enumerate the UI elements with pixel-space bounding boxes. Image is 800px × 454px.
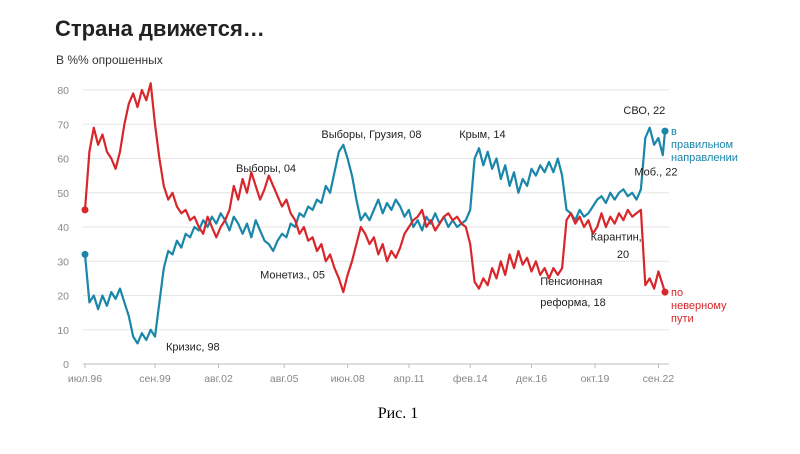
figure-caption: Рис. 1 bbox=[378, 405, 419, 422]
series-start-point bbox=[81, 250, 89, 258]
annotation-label: Карантин, bbox=[591, 232, 642, 244]
annotation-label: СВО, 22 bbox=[623, 105, 665, 117]
y-axis-ticks: 0 10 20 30 40 50 60 70 80 bbox=[57, 85, 69, 371]
y-tick-label: 20 bbox=[57, 291, 69, 303]
x-tick-label: фев.14 bbox=[453, 373, 488, 385]
legend-entry-line: по bbox=[671, 287, 683, 299]
series-line-wrong-direction bbox=[83, 82, 667, 294]
series-line-right-direction bbox=[83, 126, 667, 345]
x-tick-label: июл.96 bbox=[68, 373, 102, 385]
chart-title: Страна движется… bbox=[55, 16, 265, 41]
x-tick-label: окт.19 bbox=[581, 373, 610, 385]
series-start-point bbox=[81, 206, 89, 214]
series-end-point bbox=[661, 127, 669, 135]
y-tick-label: 10 bbox=[57, 325, 69, 337]
annotation-label: Крым, 14 bbox=[459, 129, 505, 141]
legend-entry-line: в bbox=[671, 126, 677, 138]
y-tick-label: 50 bbox=[57, 188, 69, 200]
annotation-label: Пенсионная bbox=[540, 276, 602, 288]
gridlines bbox=[83, 89, 669, 365]
y-tick-label: 80 bbox=[57, 85, 69, 97]
x-tick-label: апр.11 bbox=[393, 373, 424, 385]
series-end-point bbox=[661, 288, 669, 296]
annotation-label: 20 bbox=[617, 249, 629, 261]
y-axis-label: В %% опрошенных bbox=[56, 53, 163, 67]
annotation-label: Моб., 22 bbox=[634, 167, 677, 179]
legend-entry-line: направлении bbox=[671, 152, 738, 164]
annotation-label: Выборы, Грузия, 08 bbox=[321, 129, 421, 141]
y-tick-label: 30 bbox=[57, 256, 69, 268]
x-tick-label: авг.02 bbox=[204, 373, 233, 385]
annotation-label: реформа, 18 bbox=[540, 297, 606, 309]
y-tick-label: 70 bbox=[57, 119, 69, 131]
x-axis-ticks: июл.96 сен.99 авг.02 авг.05 июн.08 апр.11 фев.… bbox=[68, 364, 674, 385]
x-tick-label: сен.99 bbox=[139, 373, 171, 385]
x-tick-label: сен.22 bbox=[643, 373, 675, 385]
y-tick-label: 0 bbox=[63, 359, 69, 371]
annotation-label: Монетиз., 05 bbox=[260, 269, 325, 281]
annotation-label: Кризис, 98 bbox=[166, 341, 220, 353]
y-tick-label: 60 bbox=[57, 154, 69, 166]
x-tick-label: июн.08 bbox=[331, 373, 365, 385]
legend-entry-line: пути bbox=[671, 313, 694, 325]
y-tick-label: 40 bbox=[57, 222, 69, 234]
series-lines bbox=[81, 82, 669, 345]
x-tick-label: дек.16 bbox=[516, 373, 547, 385]
annotations: Кризис, 98 Выборы, 04 Монетиз., 05 Выборы, … bbox=[166, 105, 677, 353]
x-tick-label: авг.05 bbox=[270, 373, 299, 385]
legend-entry-line: правильном bbox=[671, 139, 733, 151]
annotation-label: Выборы, 04 bbox=[236, 163, 296, 175]
legend-entry-line: неверному bbox=[671, 300, 727, 312]
